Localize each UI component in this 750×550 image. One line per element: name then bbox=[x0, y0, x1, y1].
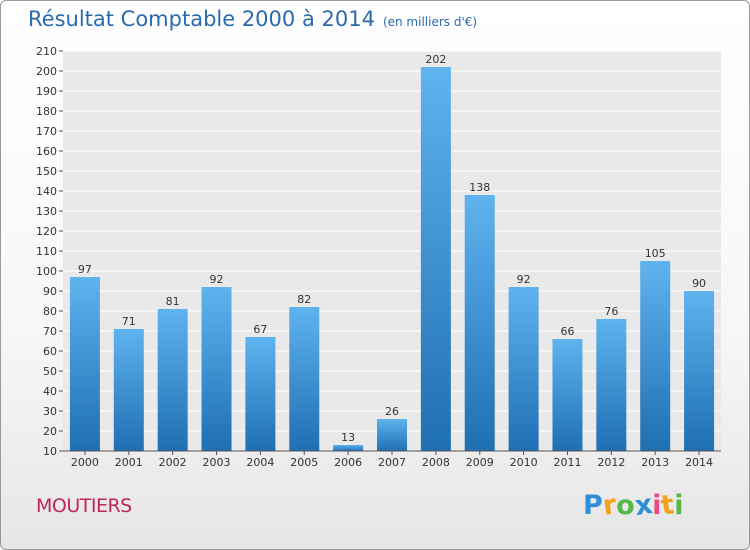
y-tick-label: 140 bbox=[36, 185, 57, 198]
data-label-2010: 92 bbox=[517, 273, 531, 286]
data-label-2005: 82 bbox=[297, 293, 311, 306]
data-label-2007: 26 bbox=[385, 405, 399, 418]
y-tick-label: 60 bbox=[43, 345, 57, 358]
logo-letter: o bbox=[616, 490, 635, 521]
data-label-2011: 66 bbox=[560, 325, 574, 338]
data-label-2003: 92 bbox=[210, 273, 224, 286]
x-tick-label: 2009 bbox=[466, 456, 494, 469]
chart-title: Résultat Comptable 2000 à 2014 (en millie… bbox=[28, 7, 477, 31]
x-tick-label: 2013 bbox=[641, 456, 669, 469]
city-name: MOUTIERS bbox=[36, 495, 132, 517]
bar-2000 bbox=[69, 277, 100, 451]
data-label-2008: 202 bbox=[425, 53, 446, 66]
y-tick-label: 180 bbox=[36, 105, 57, 118]
y-tick-label: 150 bbox=[36, 165, 57, 178]
y-tick-label: 170 bbox=[36, 125, 57, 138]
bar-2009 bbox=[464, 195, 495, 451]
x-tick-label: 2008 bbox=[422, 456, 450, 469]
bars bbox=[69, 67, 715, 451]
x-tick-label: 2005 bbox=[290, 456, 318, 469]
y-tick-label: 110 bbox=[36, 245, 57, 258]
y-tick-label: 50 bbox=[43, 365, 57, 378]
x-tick-label: 2012 bbox=[597, 456, 625, 469]
bar-2011 bbox=[552, 339, 583, 451]
logo-letter: P bbox=[583, 490, 603, 521]
y-tick-label: 70 bbox=[43, 325, 57, 338]
chart-subtitle: (en milliers d'€) bbox=[382, 15, 478, 29]
data-label-2001: 71 bbox=[122, 315, 136, 328]
x-tick-label: 2000 bbox=[71, 456, 99, 469]
y-tick-label: 190 bbox=[36, 85, 57, 98]
logo-letter: i bbox=[652, 490, 662, 521]
data-label-2004: 67 bbox=[253, 323, 267, 336]
y-tick-label: 40 bbox=[43, 385, 57, 398]
y-tick-label: 210 bbox=[36, 45, 57, 58]
x-tick-label: 2007 bbox=[378, 456, 406, 469]
chart-title-text: Résultat Comptable 2000 à 2014 bbox=[28, 7, 375, 31]
bar-2012 bbox=[596, 319, 627, 451]
x-tick-label: 2010 bbox=[510, 456, 538, 469]
data-label-2014: 90 bbox=[692, 277, 706, 290]
data-label-2006: 13 bbox=[341, 431, 355, 444]
x-tick-label: 2002 bbox=[159, 456, 187, 469]
data-labels: 97 71 81 92 67 82 13 26 202 138 92 66 76 105 90 bbox=[78, 53, 706, 444]
bar-2008 bbox=[420, 67, 451, 451]
data-label-2009: 138 bbox=[469, 181, 490, 194]
bar-2005 bbox=[289, 307, 320, 451]
logo-letter: i bbox=[674, 490, 684, 521]
x-tick-label: 2001 bbox=[115, 456, 143, 469]
bar-2001 bbox=[113, 329, 144, 451]
x-axis-ticks: 2000 2001 2002 2003 2004 2005 2006 2007 2008 2009… bbox=[71, 451, 713, 469]
y-tick-label: 10 bbox=[43, 445, 57, 458]
bar-2007 bbox=[377, 419, 407, 451]
x-tick-label: 2006 bbox=[334, 456, 362, 469]
y-tick-label: 120 bbox=[36, 225, 57, 238]
proxiti-logo: Proxiti bbox=[583, 488, 684, 523]
y-tick-label: 100 bbox=[36, 265, 57, 278]
bar-2002 bbox=[157, 309, 188, 451]
y-axis-ticks: 10 20 30 40 50 60 70 80 90 100 110 120 130 140 150 160 1… bbox=[36, 45, 63, 458]
y-tick-label: 20 bbox=[43, 425, 57, 438]
y-tick-label: 30 bbox=[43, 405, 57, 418]
logo-letter: x bbox=[632, 488, 655, 523]
y-tick-label: 90 bbox=[43, 285, 57, 298]
bar-2010 bbox=[508, 287, 539, 451]
data-label-2013: 105 bbox=[645, 247, 666, 260]
y-tick-label: 80 bbox=[43, 305, 57, 318]
bar-2006 bbox=[333, 445, 364, 451]
y-tick-label: 200 bbox=[36, 65, 57, 78]
y-tick-label: 130 bbox=[36, 205, 57, 218]
data-label-2000: 97 bbox=[78, 263, 92, 276]
bar-2014 bbox=[684, 291, 715, 451]
bar-2003 bbox=[201, 287, 232, 451]
x-tick-label: 2003 bbox=[203, 456, 231, 469]
data-label-2002: 81 bbox=[166, 295, 180, 308]
x-tick-label: 2004 bbox=[246, 456, 274, 469]
x-tick-label: 2014 bbox=[685, 456, 713, 469]
x-tick-label: 2011 bbox=[553, 456, 581, 469]
bar-2004 bbox=[245, 337, 276, 451]
y-tick-label: 160 bbox=[36, 145, 57, 158]
bar-2013 bbox=[640, 261, 671, 451]
data-label-2012: 76 bbox=[604, 305, 618, 318]
